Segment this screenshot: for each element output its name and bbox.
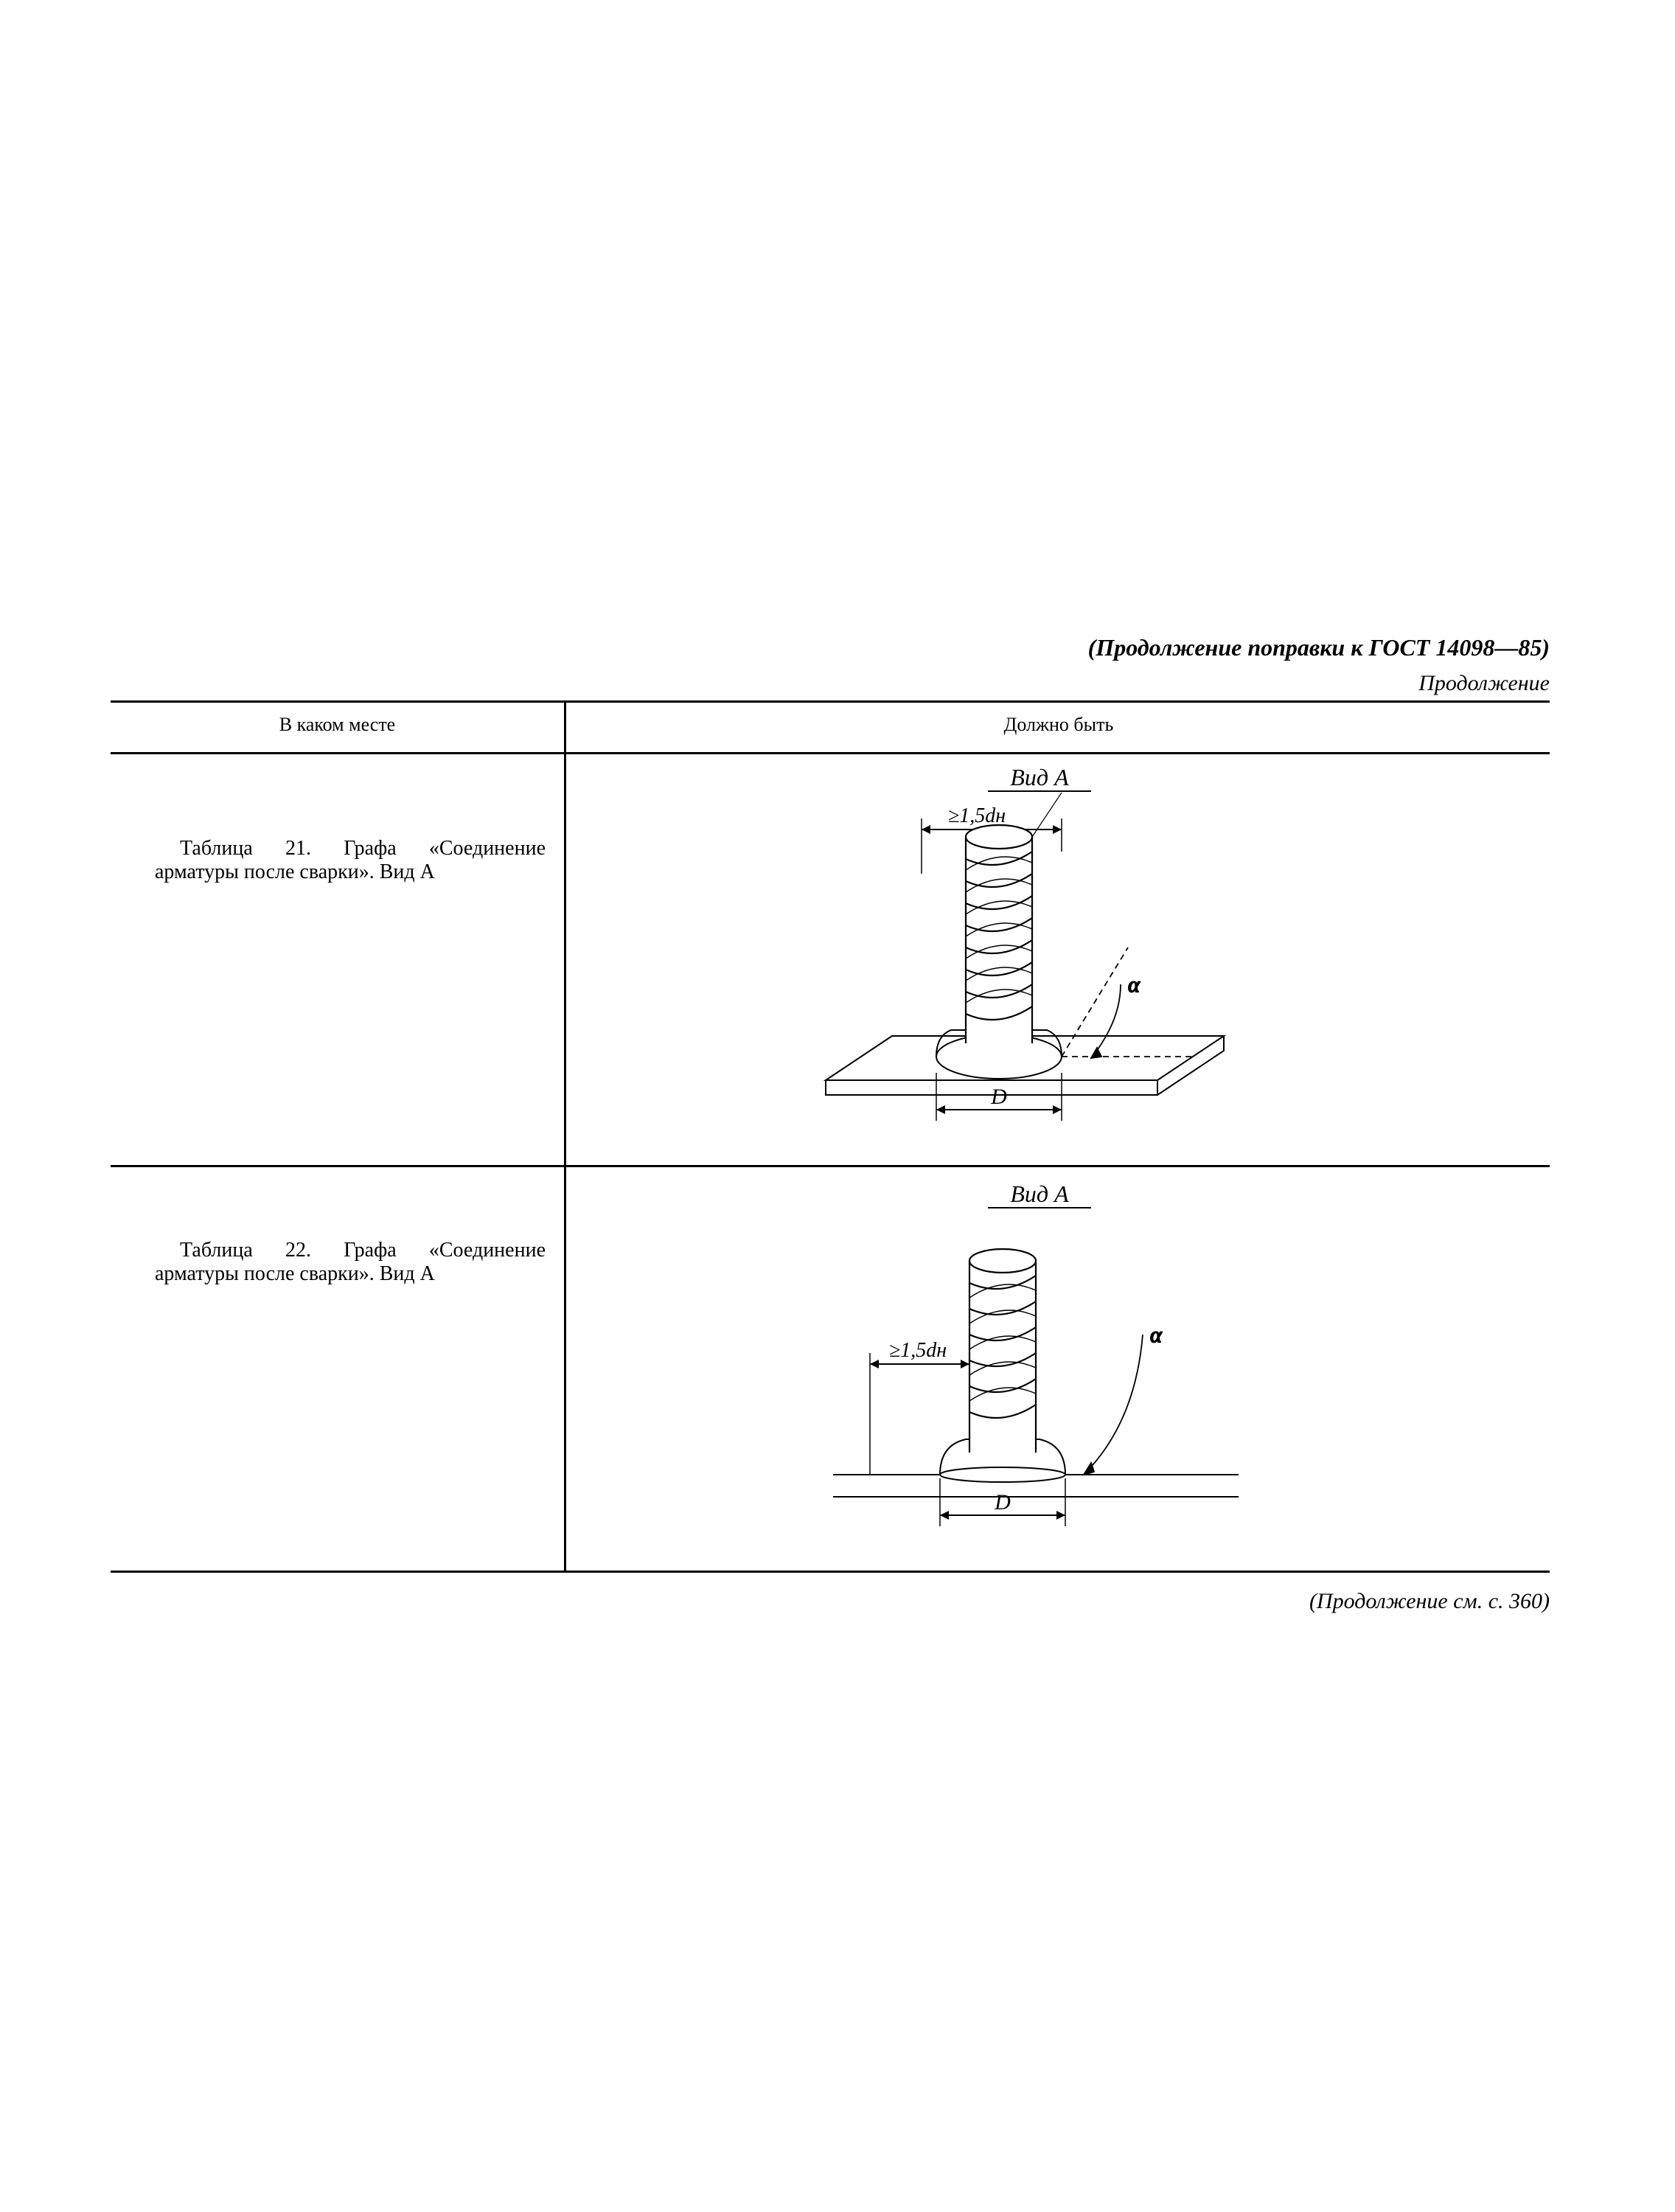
- svg-text:α: α: [1128, 973, 1141, 997]
- page: (Продолжение поправки к ГОСТ 14098—85) П…: [0, 0, 1675, 2212]
- table-row2-location: Таблица 22. Графа «Соединение арматуры п…: [155, 1239, 546, 1286]
- header-continuation: Продолжение: [1418, 671, 1550, 696]
- figure1-angle: α: [1062, 947, 1194, 1058]
- figure-row2: Вид А: [811, 1180, 1268, 1563]
- footer-continuation: (Продолжение см. с. 360): [1309, 1589, 1550, 1614]
- table-rule-bottom: [111, 1571, 1550, 1573]
- figure1-rebar: [966, 825, 1032, 1043]
- figure-row1: Вид А ≥1,5dн: [811, 763, 1268, 1154]
- svg-text:≥1,5dн: ≥1,5dн: [889, 1339, 947, 1362]
- header-reference: (Продолжение поправки к ГОСТ 14098—85): [1088, 634, 1550, 661]
- svg-text:≥1,5dн: ≥1,5dн: [948, 804, 1006, 827]
- table-rule-top: [111, 700, 1550, 703]
- figure2-title: Вид А: [1010, 1180, 1069, 1207]
- figure2-dim-D: D: [940, 1478, 1065, 1526]
- table-rule-vertical: [564, 700, 566, 1571]
- table-rule-header-bottom: [111, 752, 1550, 754]
- table-row1-location: Таблица 21. Графа «Соединение арматуры п…: [155, 837, 546, 884]
- table-header-col1: В каком месте: [111, 714, 564, 736]
- svg-text:D: D: [990, 1085, 1007, 1109]
- svg-text:α: α: [1150, 1323, 1163, 1347]
- table-rule-middle: [111, 1165, 1550, 1167]
- figure1-title: Вид А: [1010, 764, 1069, 790]
- table-header-col2: Должно быть: [568, 714, 1550, 736]
- figure2-rebar: [969, 1249, 1036, 1453]
- svg-text:D: D: [994, 1490, 1011, 1514]
- figure2-angle: α: [1084, 1323, 1163, 1475]
